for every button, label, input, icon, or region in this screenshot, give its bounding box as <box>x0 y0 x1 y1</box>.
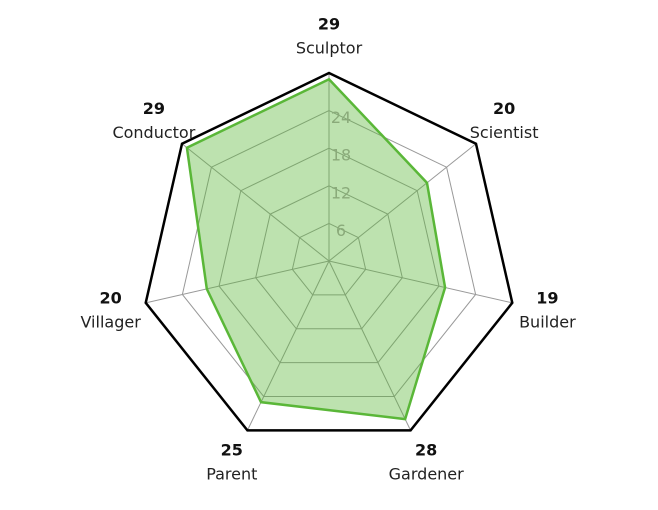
grid-ring <box>181 110 477 398</box>
grid-ring <box>291 222 367 296</box>
category-label: Sculptor <box>296 39 363 58</box>
spoke <box>328 143 477 262</box>
outer-ring <box>144 71 514 432</box>
value-label: 29 <box>143 99 165 118</box>
category-label: Builder <box>519 312 576 331</box>
value-label: 28 <box>415 440 437 459</box>
value-label: 25 <box>221 440 243 459</box>
category-label: Scientist <box>470 123 539 142</box>
spoke <box>328 260 513 304</box>
tick-label: 18 <box>331 146 351 165</box>
category-label: Parent <box>206 464 257 483</box>
value-label: 19 <box>536 288 558 307</box>
grid-ring <box>218 147 440 364</box>
category-label: Gardener <box>389 464 464 483</box>
tick-label: 12 <box>331 183 351 202</box>
spoke <box>328 260 412 431</box>
value-label: 20 <box>99 288 121 307</box>
value-label: 29 <box>318 15 340 34</box>
tick-label: 24 <box>331 108 351 127</box>
data-area <box>185 77 447 421</box>
value-label: 20 <box>493 99 515 118</box>
category-label: Conductor <box>112 123 195 142</box>
spoke <box>181 143 330 262</box>
category-label: Villager <box>80 312 141 331</box>
tick-label: 6 <box>336 221 346 240</box>
spoke <box>145 260 330 304</box>
grid-ring <box>255 185 403 330</box>
